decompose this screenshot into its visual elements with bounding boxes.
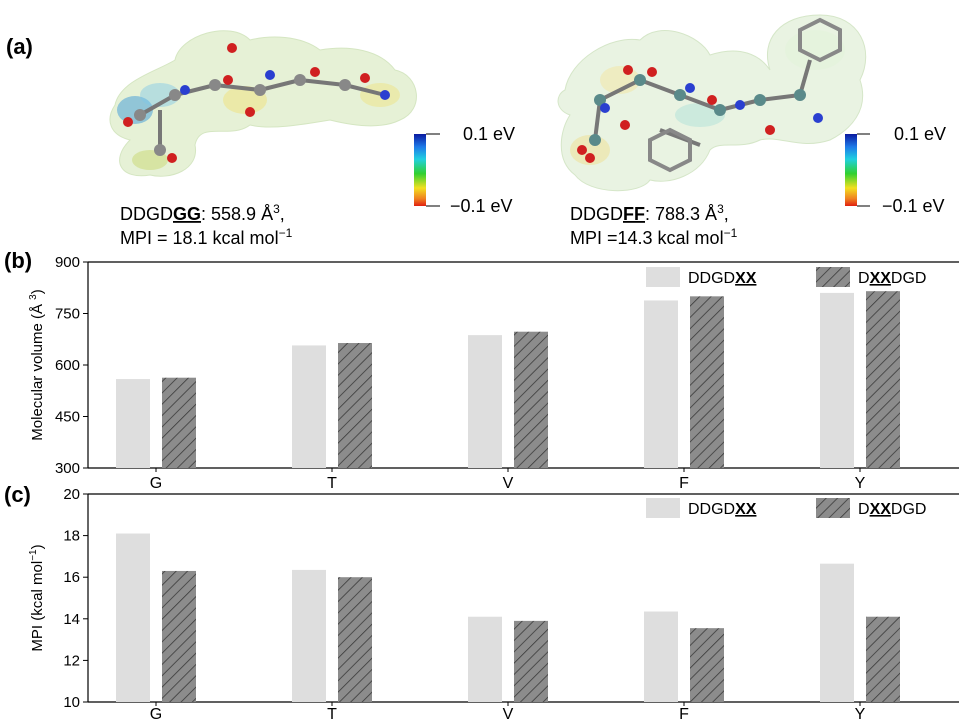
molecule-ddgdgg-surface bbox=[109, 30, 417, 177]
x-tick-label-T: T bbox=[327, 706, 337, 722]
x-tick-label-Y: Y bbox=[855, 475, 866, 492]
chart-mpi: 10 12 14 16 18 20 MPI (kcal mol−1) G T V F Y DDGDXX D… bbox=[28, 486, 959, 722]
molecule-1-mpi-caption: MPI = 18.1 kcal mol−1 bbox=[120, 226, 293, 248]
legend-swatch-dxxdgd bbox=[816, 267, 850, 287]
legend-swatch-dxxdgd bbox=[816, 498, 850, 518]
bar-dxxdgd-F bbox=[690, 628, 724, 702]
y-axis-label: MPI (kcal mol−1) bbox=[28, 544, 46, 651]
legend-label-ddgdxx: DDGDXX bbox=[688, 270, 757, 287]
color-scale-bar-1 bbox=[414, 134, 426, 206]
bar-ddgdxx-F bbox=[644, 611, 678, 702]
bar-ddgdxx-G bbox=[116, 533, 150, 702]
bar-dxxdgd-F bbox=[690, 296, 724, 468]
bar-dxxdgd-T bbox=[338, 577, 372, 702]
y-tick-label: 18 bbox=[63, 528, 80, 545]
x-tick-label-Y: Y bbox=[855, 706, 866, 722]
x-tick-label-F: F bbox=[679, 475, 689, 492]
bar-ddgdxx-G bbox=[116, 379, 150, 468]
bar-dxxdgd-G bbox=[162, 570, 196, 702]
bar-ddgdxx-Y bbox=[820, 563, 854, 702]
molecule-2-volume-caption: DDGDFF: 788.3 Å3, bbox=[570, 202, 729, 224]
color-scale-min-1: −0.1 eV bbox=[450, 196, 513, 216]
panel-label-c: (c) bbox=[4, 482, 31, 507]
y-tick-label: 12 bbox=[63, 652, 80, 669]
panel-label-a: (a) bbox=[6, 34, 33, 59]
y-tick-label: 14 bbox=[63, 611, 80, 628]
bar-dxxdgd-Y bbox=[866, 291, 900, 468]
bar-ddgdxx-V bbox=[468, 616, 502, 702]
color-scale-min-2: −0.1 eV bbox=[882, 196, 945, 216]
y-tick-label: 20 bbox=[63, 486, 80, 503]
color-scale-max-2: 0.1 eV bbox=[894, 124, 946, 144]
bar-dxxdgd-Y bbox=[866, 616, 900, 702]
bar-ddgdxx-T bbox=[292, 345, 326, 468]
bar-ddgdxx-V bbox=[468, 335, 502, 468]
y-axis-label: Molecular volume (Å 3) bbox=[28, 289, 46, 440]
molecule-1-volume-caption: DDGDGG: 558.9 Å3, bbox=[120, 202, 285, 224]
chart-molecular-volume: 300 450 600 750 900 Molecular volume (Å 3) G T V… bbox=[28, 254, 959, 492]
y-tick-label: 450 bbox=[55, 409, 80, 426]
color-scale-bar-2 bbox=[845, 134, 857, 206]
bar-ddgdxx-Y bbox=[820, 292, 854, 468]
y-tick-label: 10 bbox=[63, 694, 80, 711]
y-tick-label: 750 bbox=[55, 306, 80, 323]
legend-label-ddgdxx: DDGDXX bbox=[688, 501, 757, 518]
molecule-2-mpi-caption: MPI =14.3 kcal mol−1 bbox=[570, 226, 738, 248]
x-tick-label-G: G bbox=[150, 706, 162, 722]
legend-swatch-ddgdxx bbox=[646, 267, 680, 287]
x-tick-label-T: T bbox=[327, 475, 337, 492]
legend-label-dxxdgd: DXXDGD bbox=[858, 270, 926, 287]
y-tick-label: 300 bbox=[55, 460, 80, 477]
bar-ddgdxx-F bbox=[644, 300, 678, 468]
bar-dxxdgd-V bbox=[514, 620, 548, 702]
bar-dxxdgd-G bbox=[162, 377, 196, 468]
color-scale-max-1: 0.1 eV bbox=[463, 124, 515, 144]
legend-swatch-ddgdxx bbox=[646, 498, 680, 518]
bar-dxxdgd-T bbox=[338, 343, 372, 468]
panel-label-b: (b) bbox=[4, 248, 32, 273]
bar-ddgdxx-T bbox=[292, 569, 326, 702]
y-tick-label: 600 bbox=[55, 357, 80, 374]
legend-label-dxxdgd: DXXDGD bbox=[858, 501, 926, 518]
y-tick-label: 16 bbox=[63, 569, 80, 586]
x-tick-label-G: G bbox=[150, 475, 162, 492]
x-tick-label-V: V bbox=[503, 475, 514, 492]
x-tick-label-F: F bbox=[679, 706, 689, 722]
x-tick-label-V: V bbox=[503, 706, 514, 722]
bar-dxxdgd-V bbox=[514, 331, 548, 468]
y-tick-label: 900 bbox=[55, 254, 80, 271]
molecule-ddgdff-surface bbox=[557, 14, 867, 192]
